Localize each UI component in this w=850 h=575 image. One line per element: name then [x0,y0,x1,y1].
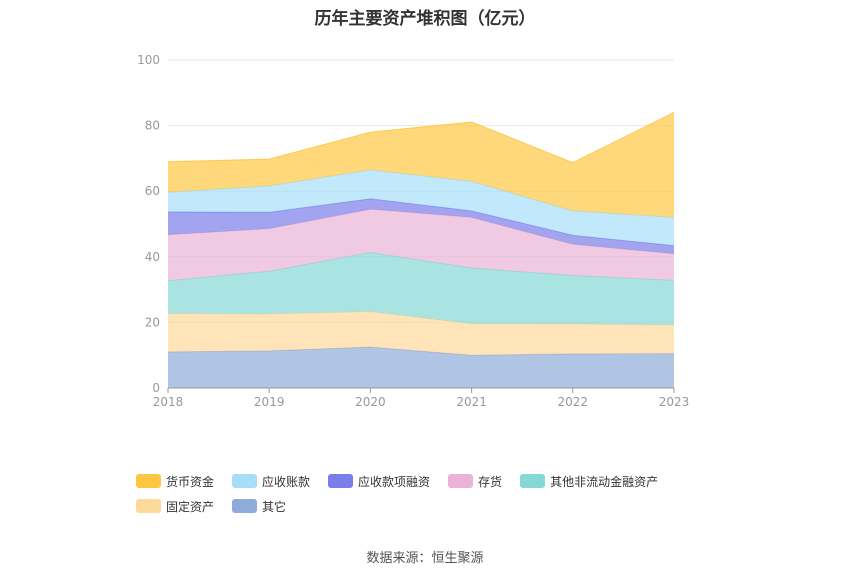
legend-swatch [328,474,354,488]
legend: 货币资金 应收账款 应收款项融资 存货 其他非流动金融资产固定资产 其它 [136,473,736,523]
x-tick-label: 2019 [254,395,285,409]
legend-item[interactable]: 固定资产 [136,498,214,514]
chart-title: 历年主要资产堆积图（亿元） [314,9,536,29]
area-series [168,112,674,218]
legend-label: 货币资金 [166,474,215,489]
y-tick-label: 40 [145,250,160,264]
y-tick-label: 0 [152,381,160,395]
y-tick-label: 80 [145,119,160,133]
legend-swatch [136,474,161,488]
area-series [168,311,674,356]
legend-label: 应收款项融资 [358,474,431,489]
area-series [168,347,674,388]
legend-item[interactable]: 其他非流动金融资产 [520,473,658,489]
y-tick-label: 100 [137,53,160,67]
area-series [168,198,674,254]
x-tick-label: 2020 [355,395,386,409]
source-note: 数据来源：恒生聚源 [366,551,484,566]
legend-swatch [448,474,474,488]
legend-label: 其他非流动金融资产 [550,474,659,489]
legend-item[interactable]: 应收账款 [232,473,310,489]
x-tick-label: 2023 [659,395,690,409]
y-tick-label: 60 [145,184,160,198]
stacked-area-chart: 0 20 40 60 80 100 2018 2019 2020 2021 2022 2023 [137,53,690,409]
legend-label: 存货 [478,474,503,489]
y-tick-label: 20 [145,315,160,329]
legend-label: 应收账款 [262,474,311,489]
area-series-edge [167,112,675,164]
legend-label: 其它 [262,499,287,514]
legend-swatch [232,499,258,513]
legend-label: 固定资产 [166,499,215,514]
area-series [168,169,674,246]
legend-item[interactable]: 其它 [232,498,286,514]
x-tick-label: 2018 [153,395,184,409]
legend-swatch [136,499,161,513]
legend-swatch [232,474,258,488]
x-tick-label: 2022 [558,395,589,409]
legend-swatch [520,474,546,488]
area-series [168,209,674,281]
legend-item[interactable]: 存货 [448,473,502,489]
area-series [168,252,674,325]
legend-item[interactable]: 货币资金 [136,473,214,489]
legend-item[interactable]: 应收款项融资 [328,473,430,489]
x-tick-label: 2021 [456,395,487,409]
